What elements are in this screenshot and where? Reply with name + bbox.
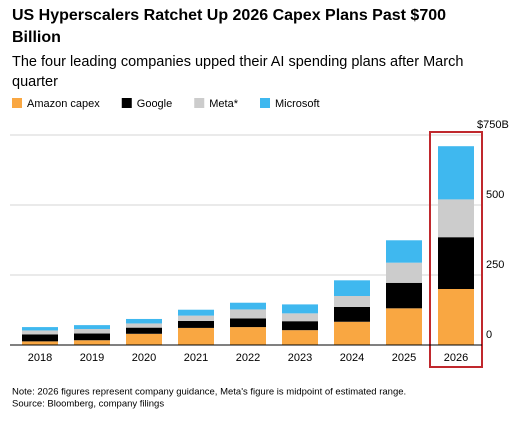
legend-swatch [121,98,132,108]
bar-segment [282,330,318,345]
bar-segment [230,327,266,345]
bar-segment [126,318,162,324]
x-tick-label: 2021 [184,352,208,364]
bar-segment [334,306,370,322]
bar-segment [22,334,58,342]
bar-segment [334,296,370,307]
bar-segment [126,333,162,345]
bar-segment [230,318,266,328]
x-tick-label: 2018 [28,352,52,364]
legend-label: Meta* [209,98,238,110]
bar-segment [386,282,422,309]
bar-segment [230,309,266,319]
legend-swatch [12,98,22,108]
x-tick-label: 2025 [392,352,416,364]
bar-segment [22,341,58,345]
y-tick-label: 500 [486,189,504,201]
bar-segment [334,321,370,345]
bar-segment [178,309,214,316]
bar-segment [230,302,266,310]
bar-segment [438,289,474,345]
legend-swatch [260,98,270,108]
chart-subtitle: quarter [12,74,58,90]
highlight-box [429,131,483,368]
bar-segment [22,327,58,331]
chart-title: US Hyperscalers Ratchet Up 2026 Capex Pl… [12,7,446,24]
legend-swatch [194,98,205,108]
x-tick-label: 2020 [132,352,156,364]
bar-segment [22,330,58,335]
source: Source: Bloomberg, company filings [12,399,164,410]
chart-subtitle: The four leading companies upped their A… [12,54,463,70]
legend-label: Google [137,98,172,110]
x-tick-label: 2026 [444,352,468,364]
bar-segment [282,304,318,314]
bar-segment [178,327,214,345]
y-tick-label: 0 [486,329,492,341]
bar-segment [178,320,214,328]
x-tick-label: 2023 [288,352,312,364]
y-tick-label: $750B [477,119,509,131]
bar-segment [386,262,422,283]
x-tick-label: 2022 [236,352,260,364]
legend-label: Microsoft [275,98,320,110]
bar-segment [386,240,422,263]
bar-segment [438,146,474,200]
bar-segment [438,199,474,238]
x-tick-label: 2024 [340,352,364,364]
chart-title: Billion [12,29,61,46]
bar-segment [74,333,110,341]
bar-segment [438,237,474,289]
bar-segment [74,329,110,334]
bar-segment [126,327,162,334]
bar-segment [282,313,318,322]
note: Note: 2026 figures represent company gui… [12,387,406,398]
bar-segment [126,323,162,328]
bar-segment [178,315,214,321]
legend-label: Amazon capex [27,98,100,110]
bar-segment [282,321,318,331]
bar-segment [386,308,422,345]
y-tick-label: 250 [486,259,504,271]
bar-segment [74,325,110,330]
bar-segment [74,340,110,345]
bar-segment [334,280,370,296]
x-tick-label: 2019 [80,352,104,364]
